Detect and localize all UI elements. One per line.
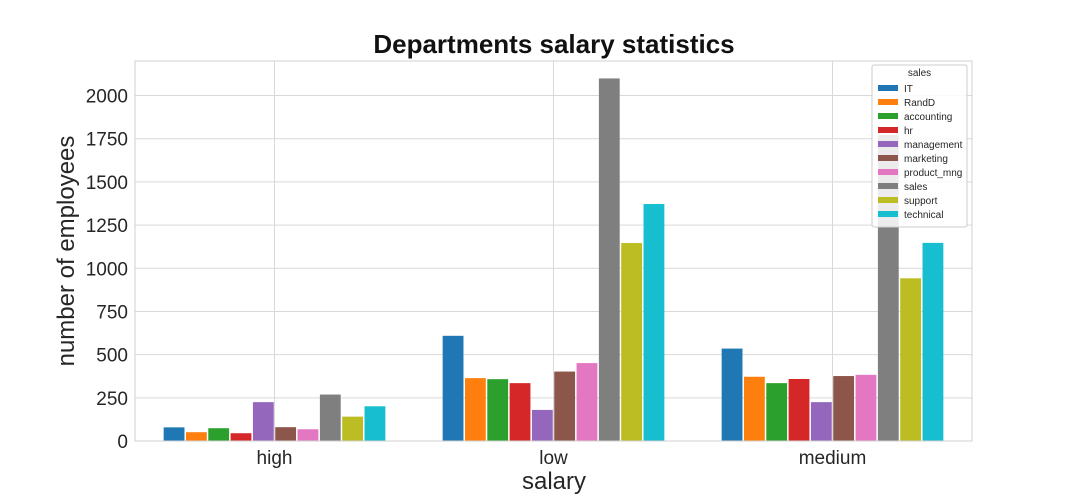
y-tick-label: 2000 bbox=[86, 87, 128, 108]
y-axis-label: number of employees bbox=[53, 136, 80, 367]
legend-swatch bbox=[878, 127, 898, 133]
bar-support bbox=[621, 243, 643, 441]
bar-accounting bbox=[766, 383, 788, 441]
bar-randd bbox=[464, 378, 486, 441]
bar-technical bbox=[922, 242, 944, 441]
bar-hr bbox=[788, 378, 810, 441]
bar-marketing bbox=[833, 376, 855, 441]
bar-management bbox=[810, 402, 832, 441]
legend-label: marketing bbox=[904, 154, 948, 165]
bar-it bbox=[163, 427, 185, 441]
y-tick-label: 1500 bbox=[86, 173, 128, 194]
bar-management bbox=[252, 402, 274, 441]
legend-label: RandD bbox=[904, 98, 935, 109]
bar-hr bbox=[230, 433, 252, 441]
x-axis-label: salary bbox=[522, 468, 586, 495]
legend-swatch bbox=[878, 211, 898, 217]
y-tick-label: 750 bbox=[96, 302, 128, 323]
bar-product-mng bbox=[297, 429, 319, 441]
legend-label: sales bbox=[904, 182, 927, 193]
bar-marketing bbox=[275, 427, 297, 441]
y-tick-label: 250 bbox=[96, 389, 128, 410]
bar-accounting bbox=[208, 428, 230, 441]
legend-swatch bbox=[878, 169, 898, 175]
bar-hr bbox=[509, 383, 531, 441]
bar-accounting bbox=[487, 379, 509, 441]
x-tick-label: medium bbox=[799, 448, 867, 469]
legend-label: technical bbox=[904, 210, 943, 221]
bar-product-mng bbox=[855, 374, 877, 441]
legend-title: sales bbox=[908, 68, 931, 79]
x-tick-label: low bbox=[539, 448, 568, 469]
y-tick-label: 1750 bbox=[86, 130, 128, 151]
bar-support bbox=[342, 416, 364, 441]
legend-swatch bbox=[878, 197, 898, 203]
bar-technical bbox=[364, 406, 386, 441]
y-tick-label: 0 bbox=[117, 432, 128, 453]
plot-area: 0 250 500 750 1000 1250 1500 1750 2000 high low med… bbox=[86, 60, 973, 469]
y-tick-label: 500 bbox=[96, 346, 128, 367]
legend-swatch bbox=[878, 155, 898, 161]
legend-swatch bbox=[878, 183, 898, 189]
bar-randd bbox=[185, 432, 207, 441]
legend-label: product_mng bbox=[904, 168, 962, 179]
bar-sales bbox=[319, 394, 341, 441]
legend-label: hr bbox=[904, 126, 914, 137]
legend-swatch bbox=[878, 141, 898, 147]
bar-support bbox=[900, 278, 922, 441]
bar-management bbox=[531, 409, 553, 441]
legend-label: accounting bbox=[904, 112, 952, 123]
bar-marketing bbox=[554, 371, 576, 441]
bar-randd bbox=[743, 376, 765, 441]
plot-frame bbox=[134, 60, 973, 442]
legend-swatch bbox=[878, 99, 898, 105]
legend-label: IT bbox=[904, 84, 913, 95]
legend-label: support bbox=[904, 196, 938, 207]
y-tick-label: 1000 bbox=[86, 259, 128, 280]
x-tick-label: high bbox=[257, 448, 293, 469]
bar-it bbox=[721, 348, 743, 441]
bar-sales bbox=[598, 78, 620, 441]
y-tick-label: 1250 bbox=[86, 216, 128, 237]
bar-product-mng bbox=[576, 363, 598, 441]
chart-title: Departments salary statistics bbox=[373, 29, 734, 59]
bar-technical bbox=[643, 204, 665, 441]
legend-label: management bbox=[904, 140, 963, 151]
legend-swatch bbox=[878, 85, 898, 91]
legend-swatch bbox=[878, 113, 898, 119]
legend: sales IT RandD accounting hr management market… bbox=[871, 64, 968, 228]
bar-it bbox=[442, 335, 464, 441]
